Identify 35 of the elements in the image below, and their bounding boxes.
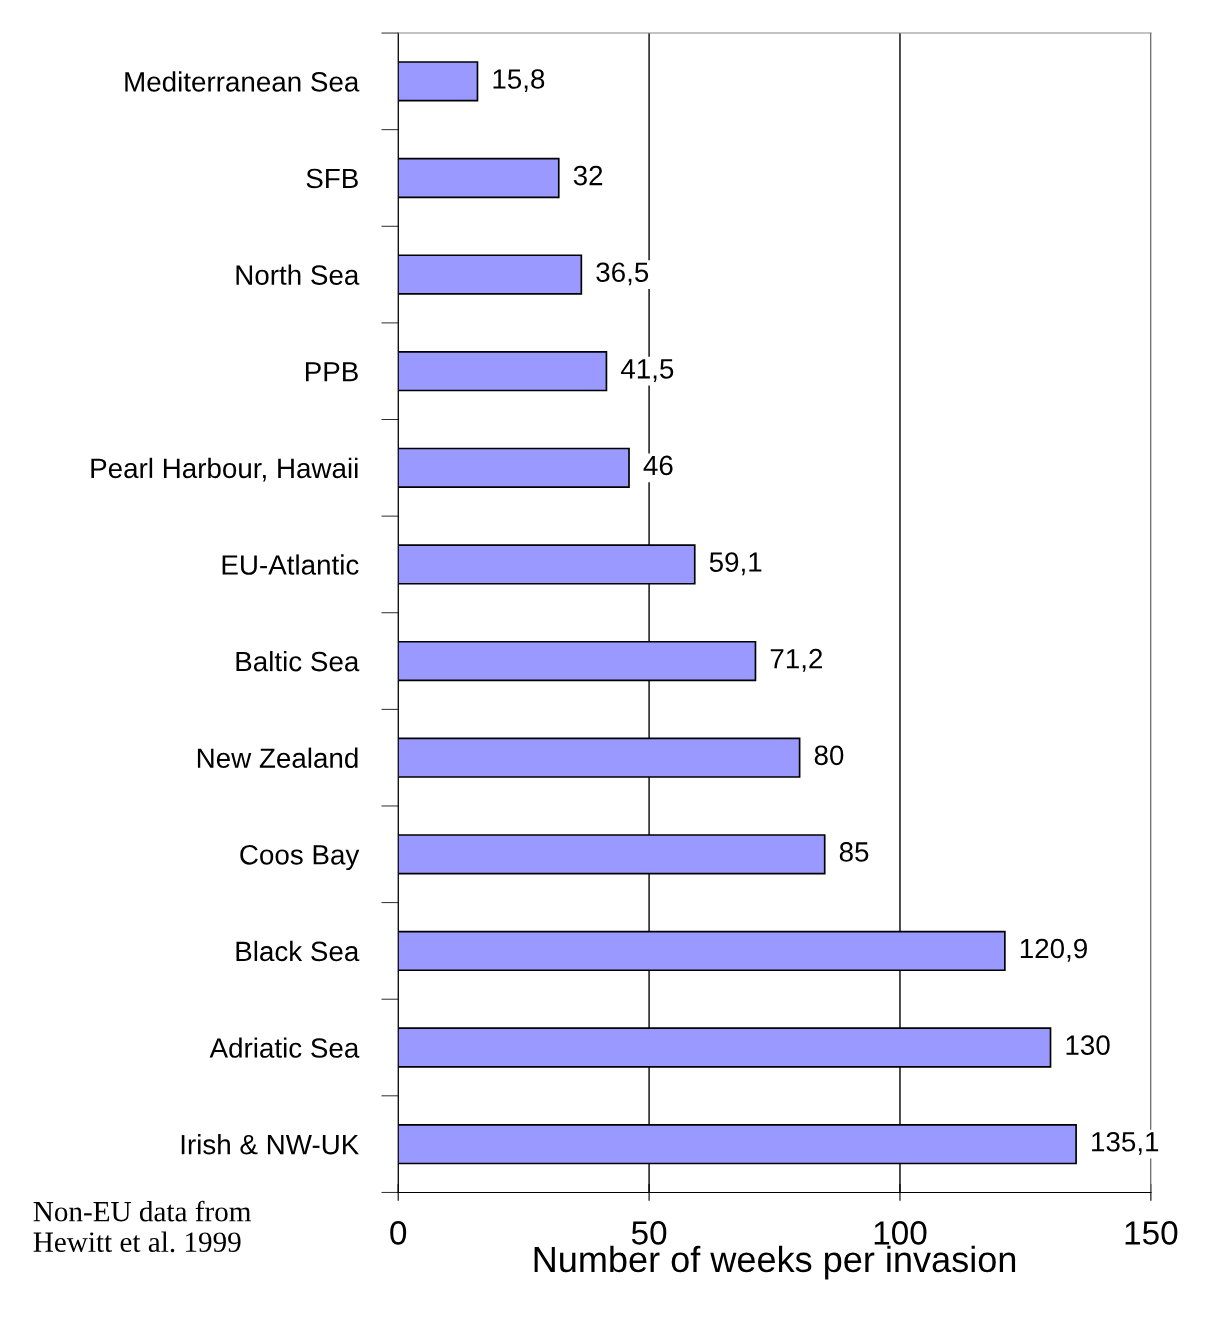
x-tick-label: 50 <box>631 1221 667 1245</box>
data-label: 41,5 <box>620 359 674 382</box>
x-tick-label: 150 <box>1125 1221 1178 1245</box>
y-tick-label: Black Sea <box>236 940 360 962</box>
y-tick-label: SFB <box>306 168 358 189</box>
data-label: 36,5 <box>596 262 649 286</box>
bar <box>398 157 560 199</box>
data-label: 130 <box>1066 1035 1110 1055</box>
data-label: 46 <box>643 455 673 476</box>
bar <box>398 61 479 102</box>
data-label: 59,1 <box>709 552 762 576</box>
y-tick-label: EU-Atlantic <box>222 554 359 575</box>
y-tick-label: North Sea <box>236 264 360 285</box>
y-tick-label: Mediterranean Sea <box>125 71 360 92</box>
y-tick-label: Pearl Harbour, Hawaii <box>91 457 358 482</box>
data-label: 71,2 <box>770 648 823 672</box>
data-label: 80 <box>814 745 844 766</box>
data-label: 32 <box>573 165 603 186</box>
data-label: 15,8 <box>493 69 545 93</box>
y-tick-label: Adriatic Sea <box>209 1037 360 1058</box>
y-tick-label: New Zealand <box>197 747 358 769</box>
data-label: 135,1 <box>1092 1131 1159 1155</box>
x-tick-label: 0 <box>390 1221 407 1245</box>
x-tick-label: 100 <box>874 1221 927 1245</box>
text: Non-EU data from Hewitt et al. 1999 <box>33 1200 251 1253</box>
y-tick-label: Irish & NW-UK <box>181 1134 359 1155</box>
x-axis-title: Number of weeks per invasion <box>534 1245 1016 1280</box>
data-label: 85 <box>839 842 869 862</box>
data-label: 120,9 <box>1020 938 1087 962</box>
y-tick-label: Baltic Sea <box>236 650 360 672</box>
y-tick-label: PPB <box>306 362 358 382</box>
y-tick-label: Coos Bay <box>240 844 360 871</box>
bar <box>398 254 583 295</box>
bar <box>398 351 608 392</box>
bar <box>398 447 630 488</box>
